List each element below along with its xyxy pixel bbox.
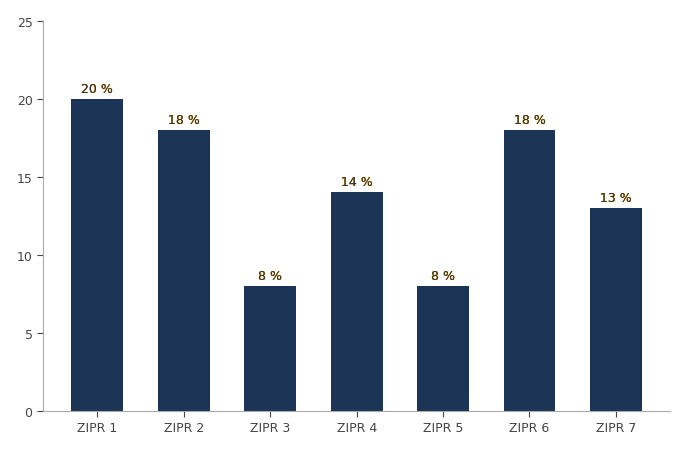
Text: 18 %: 18 % — [514, 114, 545, 127]
Text: 20 %: 20 % — [82, 83, 113, 96]
Text: 13 %: 13 % — [600, 192, 632, 205]
Text: 8 %: 8 % — [431, 270, 455, 282]
Text: 18 %: 18 % — [514, 114, 545, 127]
Text: 20 %: 20 % — [82, 83, 113, 96]
Text: 8 %: 8 % — [431, 270, 455, 282]
Text: 8 %: 8 % — [258, 270, 282, 282]
Text: 20 %: 20 % — [82, 83, 113, 96]
Bar — [71, 100, 124, 411]
Text: 18 %: 18 % — [168, 114, 200, 127]
Text: 18 %: 18 % — [514, 114, 545, 127]
Text: 18 %: 18 % — [168, 114, 200, 127]
Text: 14 %: 14 % — [341, 176, 372, 189]
Text: 13 %: 13 % — [600, 192, 632, 205]
Text: 18 %: 18 % — [514, 114, 545, 127]
Bar — [590, 208, 642, 411]
Text: 13 %: 13 % — [600, 192, 632, 205]
Text: 8 %: 8 % — [431, 270, 455, 282]
Text: 18 %: 18 % — [514, 114, 545, 127]
Text: 18 %: 18 % — [168, 114, 200, 127]
Bar — [158, 131, 210, 411]
Text: 13 %: 13 % — [600, 192, 632, 205]
Text: 8 %: 8 % — [258, 270, 282, 282]
Text: 18 %: 18 % — [168, 114, 200, 127]
Bar — [245, 286, 296, 411]
Text: 8 %: 8 % — [258, 270, 282, 282]
Bar — [330, 193, 383, 411]
Text: 8 %: 8 % — [258, 270, 282, 282]
Text: 14 %: 14 % — [341, 176, 372, 189]
Text: 14 %: 14 % — [341, 176, 372, 189]
Text: 20 %: 20 % — [82, 83, 113, 96]
Text: 13 %: 13 % — [600, 192, 632, 205]
Text: 8 %: 8 % — [431, 270, 455, 282]
Bar — [417, 286, 469, 411]
Text: 18 %: 18 % — [168, 114, 200, 127]
Text: 20 %: 20 % — [82, 83, 113, 96]
Text: 14 %: 14 % — [341, 176, 372, 189]
Bar — [504, 131, 555, 411]
Text: 8 %: 8 % — [258, 270, 282, 282]
Text: 8 %: 8 % — [431, 270, 455, 282]
Text: 14 %: 14 % — [341, 176, 372, 189]
